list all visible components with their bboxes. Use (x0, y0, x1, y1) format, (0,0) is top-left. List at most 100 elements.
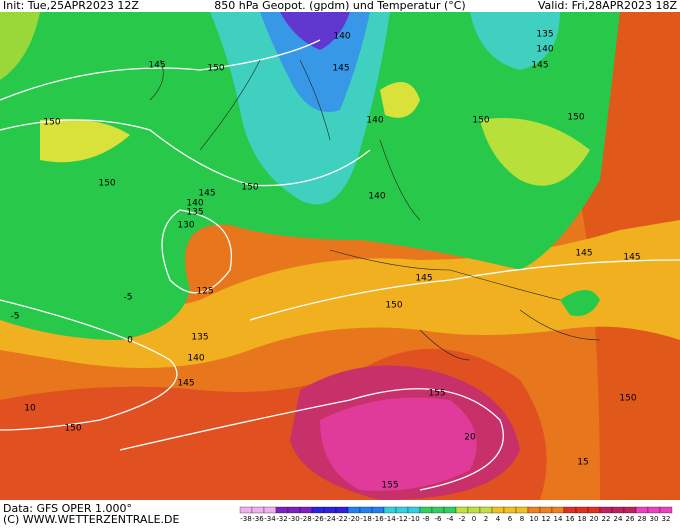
coastlines (149, 59, 601, 361)
contour-label: 145 (198, 189, 215, 199)
scale-swatch (467, 506, 481, 514)
contour-label: 145 (415, 274, 432, 284)
contour-label: 150 (472, 116, 489, 126)
scale-label: 28 (638, 515, 647, 523)
contour-label: 150 (98, 179, 115, 189)
contour-label: -5 (11, 312, 20, 322)
scale-label: 8 (520, 515, 524, 523)
contour-label: 125 (196, 287, 213, 297)
scale-swatch (539, 506, 553, 514)
scale-swatch (371, 506, 385, 514)
scale-swatch (575, 506, 589, 514)
contour-line (0, 39, 321, 101)
scale-swatch (299, 506, 313, 514)
scale-swatch (611, 506, 625, 514)
contour-label: 155 (381, 481, 398, 491)
scale-swatch (647, 506, 661, 514)
scale-label: -16 (372, 515, 384, 523)
scale-label: -24 (324, 515, 336, 523)
scale-label: 16 (566, 515, 575, 523)
map-title: 850 hPa Geopot. (gpdm) und Temperatur (°… (214, 0, 465, 12)
scale-swatch (323, 506, 337, 514)
contour-label: 150 (64, 424, 81, 434)
scale-swatch (263, 506, 277, 514)
contour-label: 145 (177, 379, 194, 389)
cold-pocket (470, 12, 560, 70)
contour-label: 20 (464, 433, 476, 443)
contour-label: 135 (186, 208, 203, 218)
yellow-green-edge (0, 12, 40, 80)
contour-label: 145 (148, 61, 165, 71)
cold-core-inner (260, 12, 370, 112)
yellow-pocket (380, 82, 420, 118)
map-field (0, 12, 680, 500)
scale-swatch (359, 506, 373, 514)
scale-label: -34 (264, 515, 276, 523)
scale-label: 10 (530, 515, 539, 523)
scale-swatch (635, 506, 649, 514)
scale-swatch (419, 506, 433, 514)
scale-swatch (659, 506, 673, 514)
scale-swatch (239, 506, 253, 514)
scale-label: -18 (360, 515, 371, 523)
scale-label: -20 (348, 515, 359, 523)
contour-label: 0 (127, 336, 133, 346)
contour-label: 150 (207, 64, 224, 74)
scale-label: 2 (484, 515, 488, 523)
scale-label: 26 (626, 515, 635, 523)
contour-label: 135 (536, 30, 553, 40)
scale-swatch (551, 506, 565, 514)
scale-swatch (287, 506, 301, 514)
scale-label: 4 (496, 515, 501, 523)
contour-label: 150 (385, 301, 402, 311)
scale-label: 12 (542, 515, 551, 523)
scale-label: 30 (650, 515, 659, 523)
scale-label: -10 (408, 515, 419, 523)
header-bar (0, 0, 680, 12)
contour-label: 150 (43, 118, 60, 128)
contour-label: 150 (567, 113, 584, 123)
scale-label: 24 (614, 515, 623, 523)
scale-label: -22 (336, 515, 347, 523)
scale-label: -12 (396, 515, 407, 523)
scale-label: 20 (590, 515, 599, 523)
scale-swatch (347, 506, 361, 514)
contour-label: 145 (332, 64, 349, 74)
scale-label: 14 (554, 515, 563, 523)
scale-swatch (335, 506, 349, 514)
scale-label: -38 (240, 515, 251, 523)
scale-label: -6 (435, 515, 443, 523)
hot-core-inner (320, 397, 477, 491)
scale-label: 6 (508, 515, 513, 523)
scale-swatch (251, 506, 265, 514)
contour-label: 155 (428, 389, 445, 399)
scale-swatch (563, 506, 577, 514)
contour-label: 140 (187, 354, 204, 364)
scale-label: -14 (384, 515, 396, 523)
contour-label: -5 (124, 293, 133, 303)
init-time: Init: Tue,25APR2023 12Z (3, 0, 139, 12)
valid-time: Valid: Fri,28APR2023 18Z (538, 0, 678, 12)
scale-label: 18 (578, 515, 587, 523)
scale-swatch (587, 506, 601, 514)
coastline (149, 59, 601, 361)
cold-core-center (280, 12, 350, 50)
contour-label: 135 (191, 333, 208, 343)
scale-label: -32 (276, 515, 287, 523)
scale-label: -30 (288, 515, 299, 523)
scale-label: 22 (602, 515, 611, 523)
data-source: Data: GFS OPER 1.000° (3, 502, 132, 515)
scale-swatch (395, 506, 409, 514)
cold-pocket (560, 290, 600, 316)
scale-swatch (275, 506, 289, 514)
contour-label: 145 (531, 61, 548, 71)
scale-label: -8 (423, 515, 430, 523)
contour-label: 145 (575, 249, 592, 259)
contour-label: 10 (24, 404, 36, 414)
scale-swatch (431, 506, 445, 514)
contour-label: 130 (177, 221, 194, 231)
scale-swatch (407, 506, 421, 514)
color-scale: -38 -36 -34 -32 -30 -28 -26 -24 -22 -20 -18 -16 -14-… (239, 506, 673, 523)
contour-label: 140 (368, 192, 385, 202)
contour-label: 145 (623, 253, 640, 263)
